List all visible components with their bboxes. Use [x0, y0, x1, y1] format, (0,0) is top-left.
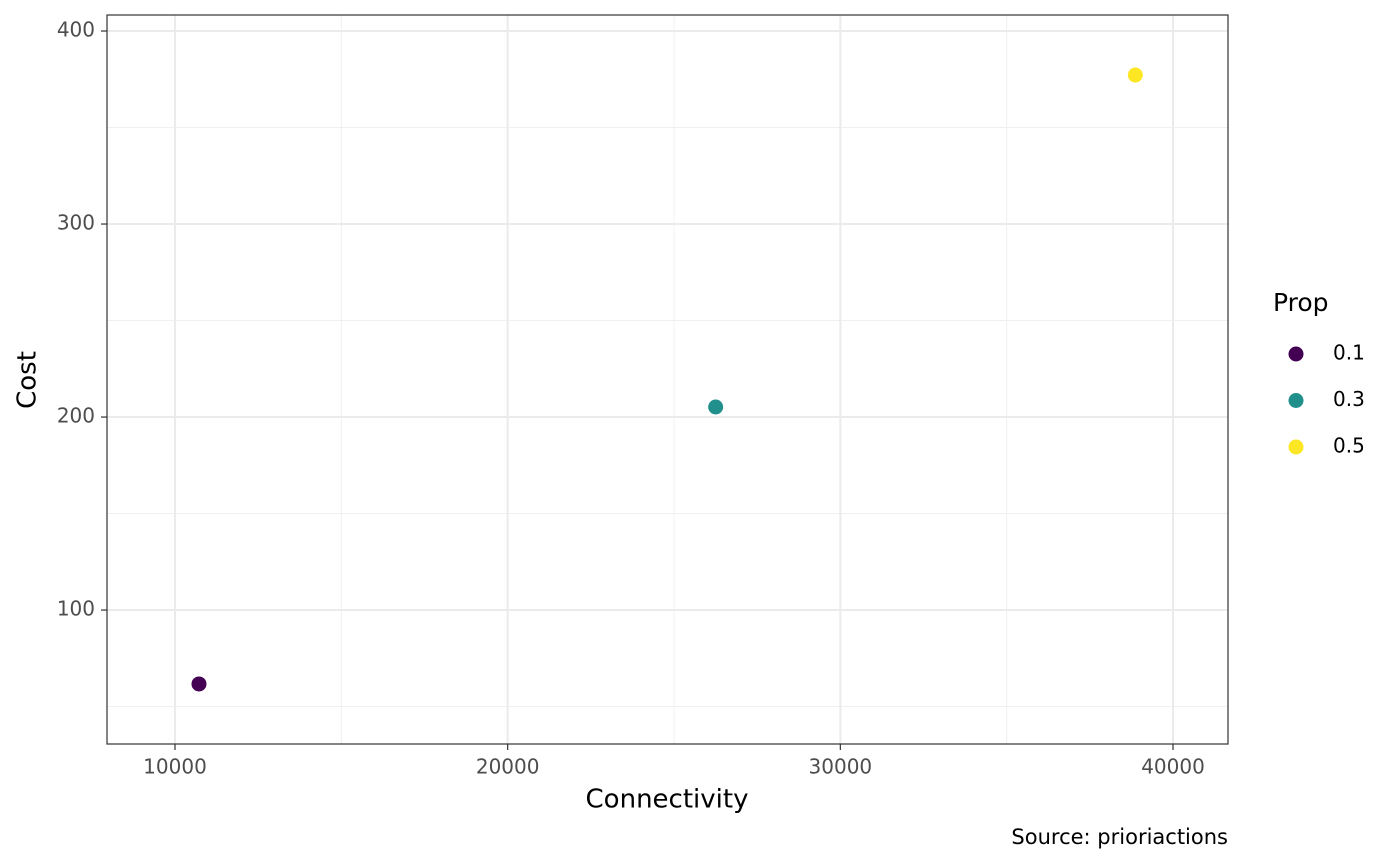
- legend-marker: [1288, 393, 1304, 408]
- point: [1127, 67, 1143, 83]
- legend-label: 0.1: [1333, 341, 1365, 365]
- y-tick-label: 300: [57, 211, 95, 235]
- x-tick-label: 10000: [143, 755, 207, 779]
- x-tick-label: 30000: [809, 755, 873, 779]
- legend-marker: [1288, 346, 1304, 362]
- y-axis-label: Cost: [13, 351, 43, 409]
- legend-title: Prop: [1273, 288, 1329, 317]
- point: [191, 676, 207, 692]
- y-tick-label: 400: [57, 18, 95, 42]
- legend-label: 0.3: [1333, 387, 1365, 411]
- x-tick-label: 40000: [1141, 755, 1205, 779]
- legend-label: 0.5: [1333, 434, 1365, 458]
- x-tick-label: 20000: [476, 755, 540, 779]
- point: [708, 399, 724, 415]
- y-tick-label: 100: [57, 597, 95, 621]
- caption: Source: prioriactions: [1011, 825, 1228, 849]
- panel-border: [106, 14, 1229, 745]
- y-tick-label: 200: [57, 404, 95, 428]
- x-axis-label: Connectivity: [586, 785, 749, 815]
- legend-marker: [1288, 439, 1304, 455]
